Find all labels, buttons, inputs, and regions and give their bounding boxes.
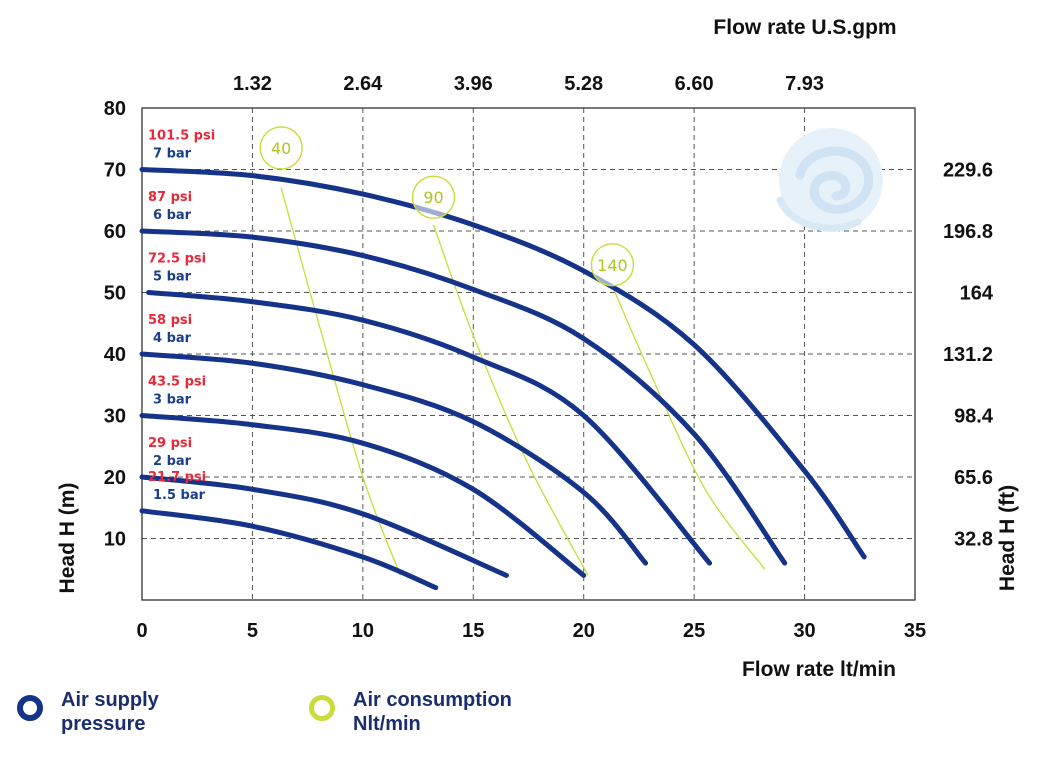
air-consumption-line2: Nlt/min: [353, 713, 421, 735]
pressure-curve: [139, 508, 439, 591]
x-axis-title: Flow rate lt/min: [742, 658, 896, 681]
air-consumption-lines: [280, 187, 766, 576]
air-supply-legend-icon: [17, 695, 43, 721]
swirl-logo: [776, 128, 883, 232]
y2-tick-label: 65.6: [954, 467, 993, 489]
y-tick-label: 50: [104, 283, 126, 305]
y-tick-label: 30: [104, 406, 126, 428]
air-consumption-marker: [411, 175, 456, 219]
air-consumption-marker: [259, 126, 303, 170]
x-tick-label: 10: [352, 620, 374, 642]
pressure-curve: [139, 413, 587, 578]
y-tick-label: 10: [104, 529, 126, 551]
psi-label: 29 psi: [148, 436, 192, 451]
pressure-curve: [139, 351, 649, 566]
air-consumption-value: 140: [597, 256, 628, 275]
pressure-curve: [139, 167, 867, 560]
x2-tick-label: 6.60: [675, 73, 714, 95]
pressure-curve: [146, 290, 713, 566]
psi-label: 72.5 psi: [148, 252, 206, 267]
bar-label: 1.5 bar: [153, 488, 206, 503]
y-tick-label: 20: [104, 467, 126, 489]
x2-tick-label: 5.28: [564, 73, 603, 95]
axis-ticks: 0 5 10 15 20 25 30 35 10 20 30 40 50 60 70 80 1.32 2.64 3.…: [104, 73, 994, 642]
air-supply-line1: Air supply: [61, 689, 159, 711]
air-consumption-line1: Air consumption: [353, 689, 512, 711]
pressure-curve: [139, 228, 788, 566]
legend-air-consumption: Air consumption Nlt/min: [309, 688, 512, 736]
y2-tick-label: 131.2: [943, 344, 993, 366]
y-tick-label: 60: [104, 221, 126, 243]
x-tick-label: 15: [462, 620, 484, 642]
bar-label: 4 bar: [153, 331, 192, 346]
psi-label: 43.5 psi: [148, 375, 206, 390]
psi-label: 101.5 psi: [148, 129, 215, 144]
x-tick-label: 35: [904, 620, 926, 642]
x2-tick-label: 3.96: [454, 73, 493, 95]
y2-tick-label: 98.4: [954, 406, 994, 428]
y-tick-label: 70: [104, 160, 126, 182]
air-consumption-line: [432, 224, 589, 576]
air-consumption-legend-text: Air consumption Nlt/min: [353, 688, 512, 736]
air-consumption-line: [280, 187, 402, 576]
bar-label: 2 bar: [153, 454, 192, 469]
air-consumption-value: 90: [423, 188, 443, 207]
psi-label: 87 psi: [148, 190, 192, 205]
air-supply-line2: pressure: [61, 713, 146, 735]
legend-air-supply: Air supply pressure: [17, 688, 159, 736]
bar-label: 3 bar: [153, 393, 192, 408]
y2-tick-label: 229.6: [943, 160, 993, 182]
y2-tick-label: 164: [960, 283, 994, 305]
air-supply-legend-text: Air supply pressure: [61, 688, 159, 736]
air-consumption-value: 40: [271, 139, 291, 158]
x-tick-label: 5: [247, 620, 258, 642]
air-consumption-legend-icon: [309, 695, 335, 721]
bar-label: 7 bar: [153, 147, 192, 162]
psi-label: 21.7 psi: [148, 470, 206, 485]
x-tick-label: 30: [793, 620, 815, 642]
bar-label: 5 bar: [153, 270, 192, 285]
air-consumption-line: [611, 286, 766, 570]
pressure-labels: 21.7 psi 1.5 bar 29 psi 2 bar 43.5 psi 3 bar 5…: [148, 129, 215, 503]
y2-axis-title: Head H (ft): [996, 485, 1019, 591]
y2-tick-label: 32.8: [954, 529, 993, 551]
x2-tick-label: 1.32: [233, 73, 272, 95]
pressure-curves: [139, 167, 867, 591]
air-consumption-labels: 40 90 140: [259, 126, 635, 287]
y-tick-label: 80: [104, 98, 126, 120]
pressure-curve: [139, 474, 509, 578]
x2-axis-title: Flow rate U.S.gpm: [713, 16, 896, 39]
x2-tick-label: 7.93: [785, 73, 824, 95]
y-axis-title: Head H (m): [56, 483, 79, 594]
y-tick-label: 40: [104, 344, 126, 366]
bar-label: 6 bar: [153, 208, 192, 223]
x2-tick-label: 2.64: [343, 73, 383, 95]
x-tick-label: 25: [683, 620, 705, 642]
air-consumption-marker: [590, 243, 635, 287]
x-tick-label: 20: [573, 620, 595, 642]
psi-label: 58 psi: [148, 313, 192, 328]
x-tick-label: 0: [136, 620, 147, 642]
y2-tick-label: 196.8: [943, 221, 993, 243]
